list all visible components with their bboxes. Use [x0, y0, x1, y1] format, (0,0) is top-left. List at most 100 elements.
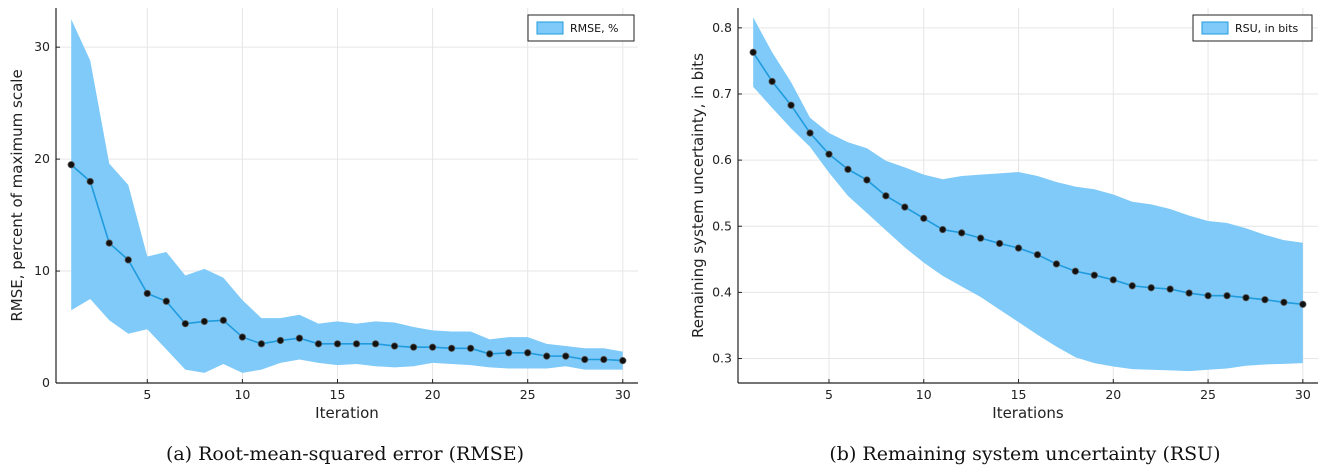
legend-label: RSU, in bits: [1235, 22, 1299, 35]
data-point: [882, 192, 890, 200]
legend: RMSE, %: [527, 14, 635, 42]
y-axis-label: Remaining system uncertainty, in bits: [689, 53, 707, 338]
data-point: [1166, 285, 1174, 293]
data-point: [105, 239, 113, 247]
legend-label: RMSE, %: [570, 22, 619, 35]
data-point: [825, 150, 833, 158]
data-point: [806, 129, 814, 137]
y-tick-label: 10: [34, 263, 50, 278]
data-point: [390, 342, 399, 350]
data-point: [581, 355, 589, 364]
data-point: [238, 333, 246, 341]
data-point: [219, 316, 227, 324]
x-tick-label: 10: [234, 387, 250, 402]
data-point: [1128, 282, 1136, 290]
data-point: [1109, 276, 1117, 284]
chart-rmse: 5 10 15 20 25 30 0 10 20 30 Iteration RMSE, percent…: [8, 8, 638, 422]
x-tick-label: 15: [1011, 387, 1027, 402]
data-point: [543, 352, 551, 360]
data-point: [901, 203, 909, 211]
data-point: [1280, 298, 1288, 306]
data-point: [768, 77, 776, 86]
data-point: [939, 225, 947, 234]
y-tick-label: 20: [34, 151, 50, 166]
data-point: [486, 350, 494, 358]
legend-swatch: [1201, 21, 1229, 35]
data-point: [257, 340, 266, 348]
data-point: [1223, 292, 1231, 300]
data-point: [1261, 296, 1269, 304]
data-point: [1071, 267, 1079, 275]
data-point: [787, 101, 795, 109]
data-point: [562, 352, 570, 360]
y-tick-label: 0.8: [712, 20, 732, 35]
y-axis-label: RMSE, percent of maximum scale: [8, 69, 26, 321]
x-tick-label: 25: [520, 387, 536, 402]
x-axis-label: Iterations: [992, 404, 1064, 422]
data-point: [1014, 244, 1023, 252]
data-point: [1299, 300, 1307, 308]
legend: RSU, in bits: [1192, 14, 1313, 42]
data-point: [1204, 292, 1212, 300]
data-point: [86, 177, 94, 186]
x-tick-label: 25: [1200, 387, 1216, 402]
y-tick-label: 30: [34, 39, 50, 54]
data-point: [619, 357, 627, 365]
legend-swatch: [536, 21, 564, 35]
data-point: [524, 349, 532, 357]
y-tick-label: 0.4: [712, 284, 732, 299]
data-point: [352, 340, 361, 348]
data-point: [749, 48, 757, 56]
data-point: [162, 297, 170, 305]
x-tick-label: 10: [916, 387, 932, 402]
data-point: [333, 340, 342, 348]
caption-a: (a) Root-mean-squared error (RMSE): [166, 443, 524, 465]
x-tick-label: 20: [1105, 387, 1121, 402]
y-tick-label: 0.3: [712, 351, 732, 366]
caption-b: (b) Remaining system uncertainty (RSU): [829, 443, 1220, 465]
data-point: [181, 320, 189, 328]
data-point: [1033, 251, 1042, 259]
x-tick-label: 30: [1295, 387, 1311, 402]
data-point: [920, 214, 928, 222]
data-point: [1147, 284, 1155, 292]
data-point: [863, 176, 871, 184]
data-point: [143, 289, 151, 298]
data-point: [1242, 294, 1250, 302]
data-point: [1185, 289, 1193, 297]
x-tick-label: 20: [425, 387, 441, 402]
y-tick-label: 0.7: [712, 86, 732, 101]
data-point: [844, 165, 852, 173]
x-axis-label: Iteration: [315, 404, 379, 422]
data-point: [314, 340, 323, 348]
data-point: [1090, 271, 1098, 279]
data-point: [428, 343, 437, 351]
y-tick-label: 0.5: [712, 218, 732, 233]
data-point: [276, 336, 285, 345]
x-tick-label: 15: [330, 387, 346, 402]
data-point: [200, 317, 208, 326]
x-tick-label: 5: [143, 387, 151, 402]
chart-rsu: 5 10 15 20 25 30 0.3 0.4 0.5 0.6 0.7 0.8 Iterations R…: [689, 8, 1318, 422]
data-point: [124, 256, 132, 264]
data-point: [295, 334, 304, 342]
y-tick-label: 0: [42, 375, 50, 390]
data-point: [448, 344, 456, 352]
data-point: [409, 343, 418, 351]
data-point: [467, 344, 475, 352]
confidence-band: [71, 19, 623, 373]
data-point: [600, 355, 608, 364]
confidence-band: [753, 17, 1303, 372]
data-point: [371, 340, 380, 348]
data-point: [977, 234, 985, 242]
data-point: [67, 161, 75, 169]
data-point: [995, 239, 1004, 248]
x-tick-label: 30: [615, 387, 631, 402]
data-point: [505, 349, 513, 357]
data-point: [1052, 260, 1061, 268]
x-tick-label: 5: [825, 387, 833, 402]
data-point: [958, 229, 966, 237]
y-tick-label: 0.6: [712, 152, 732, 167]
